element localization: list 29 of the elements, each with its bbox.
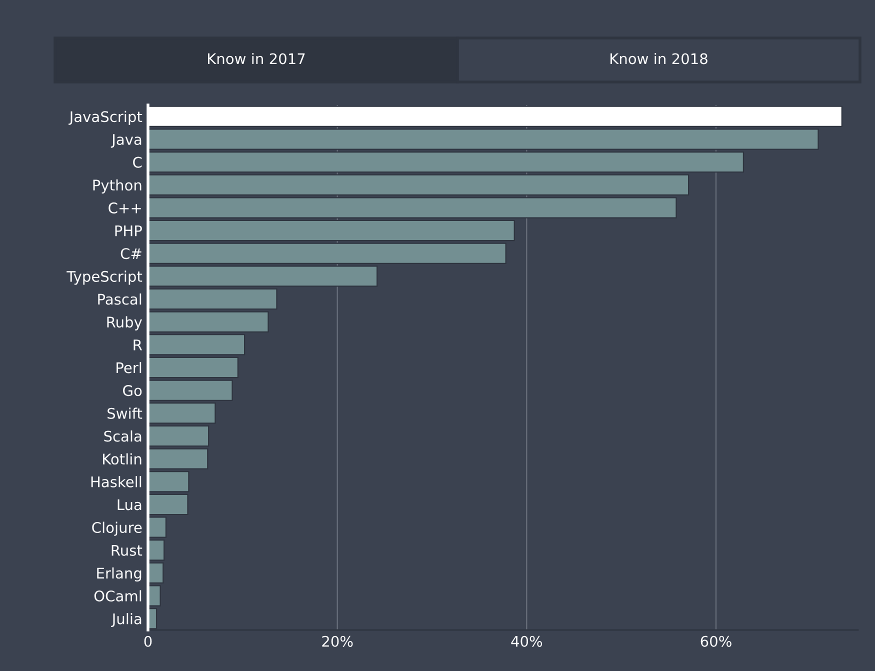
x-tick-label: 60%	[700, 636, 732, 647]
y-tick-label: C	[133, 156, 142, 168]
y-tick-label: TypeScript	[66, 270, 142, 285]
y-tick-label: Haskell	[91, 476, 142, 488]
y-tick-label: Julia	[111, 613, 142, 628]
y-tick-label: R	[134, 340, 142, 350]
y-tick-label: Perl	[116, 362, 142, 374]
y-tick-label: PHP	[115, 225, 142, 236]
y-tick-label: Java	[110, 134, 142, 148]
y-tick-label: Rust	[112, 545, 142, 556]
y-tick-label: Lua	[118, 499, 142, 510]
y-tick-label: Kotlin	[103, 453, 142, 465]
text: Know in 2018	[610, 52, 708, 64]
y-tick-label: Erlang	[97, 567, 142, 582]
y-tick-label: Scala	[104, 430, 142, 442]
y-tick-label: Pascal	[98, 293, 142, 305]
y-tick-label: Go	[123, 385, 142, 396]
x-tick-label: 40%	[511, 636, 542, 647]
y-tick-label: JavaScript	[68, 110, 142, 125]
y-tick-label: Clojure	[92, 522, 142, 536]
y-tick-label: Python	[93, 179, 142, 194]
x-tick-label: 20%	[322, 636, 353, 647]
y-tick-label: OCaml	[94, 590, 142, 602]
y-tick-label: Swift	[108, 408, 142, 419]
y-tick-label: Ruby	[107, 316, 142, 330]
y-tick-label: C++	[108, 202, 141, 214]
text: Know in 2017	[208, 52, 305, 64]
x-tick-label: 0	[144, 636, 152, 647]
y-tick-label: C#	[120, 248, 142, 260]
